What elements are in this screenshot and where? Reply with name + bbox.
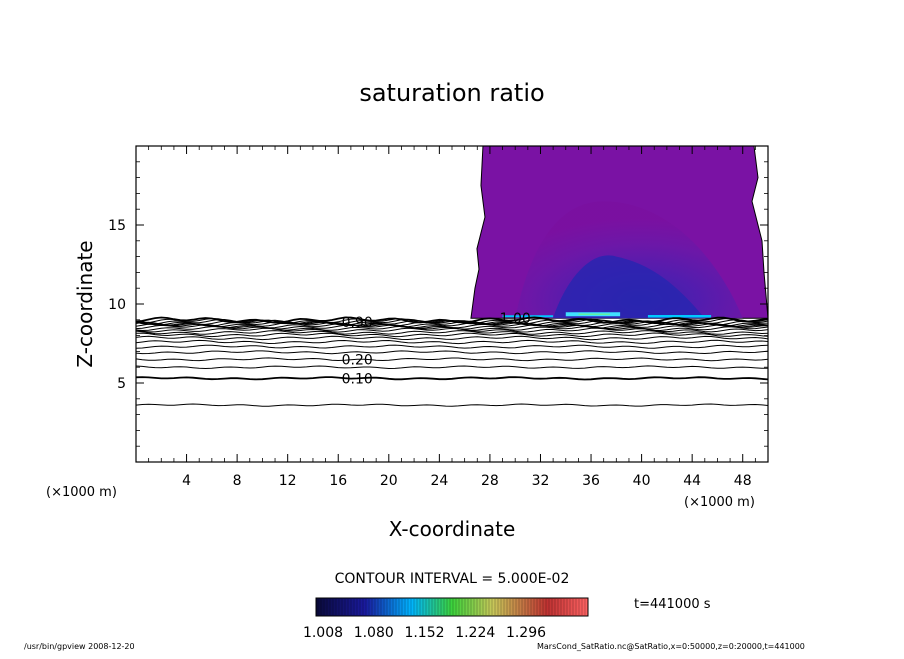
contour-line [136,357,768,362]
x-tick-label: 32 [532,473,550,489]
contour-line [136,344,768,349]
x-unit-right: (×1000 m) [684,495,755,510]
y-tick-label: 10 [108,297,126,313]
contour-line [136,403,768,407]
contour-line [136,316,768,324]
contour-line [136,320,768,327]
x-tick-label: 20 [380,473,398,489]
time-label: t=441000 s [634,597,711,612]
x-tick-label: 16 [329,473,347,489]
shaded-region-inner [553,255,705,319]
y-tick-label: 5 [117,376,126,392]
contour-line [136,376,768,381]
x-tick-label: 8 [233,473,242,489]
contour-line [136,335,768,341]
contour-line [136,327,768,333]
y-axis-label: Z-coordinate [73,240,97,367]
contour-line [136,350,768,355]
contour-line [136,330,768,335]
x-tick-label: 12 [279,473,297,489]
chart-title: saturation ratio [359,79,544,107]
x-tick-label: 24 [430,473,448,489]
x-tick-label: 48 [734,473,752,489]
x-tick-label: 40 [633,473,651,489]
colorbar-tick-label: 1.080 [354,625,394,641]
x-unit-left: (×1000 m) [46,485,117,500]
x-tick-label: 36 [582,473,600,489]
colorbar-tick-label: 1.224 [455,625,495,641]
y-tick-label: 15 [108,218,126,234]
x-tick-label: 28 [481,473,499,489]
contour-label: 0.20 [342,352,373,368]
x-tick-label: 4 [182,473,191,489]
footer-right: MarsCond_SatRatio.nc@SatRatio,x=0:50000,… [537,642,805,651]
contour-interval-text: CONTOUR INTERVAL = 5.000E-02 [335,571,570,587]
footer-left: /usr/bin/gpview 2008-12-20 [24,642,135,651]
contour-label: 0.10 [342,371,373,387]
colorbar-tick-label: 1.152 [404,625,444,641]
colorbar [315,597,589,617]
x-axis-label: X-coordinate [389,517,516,541]
x-tick-label: 44 [683,473,701,489]
contour-label: 1.00 [500,311,531,327]
colorbar-tick-label: 1.296 [506,625,546,641]
contour-line [136,332,768,338]
contour-label: 0.90 [342,315,373,331]
contour-line [136,339,768,345]
colorbar-tick-label: 1.008 [303,625,343,641]
contour-line [136,365,768,370]
